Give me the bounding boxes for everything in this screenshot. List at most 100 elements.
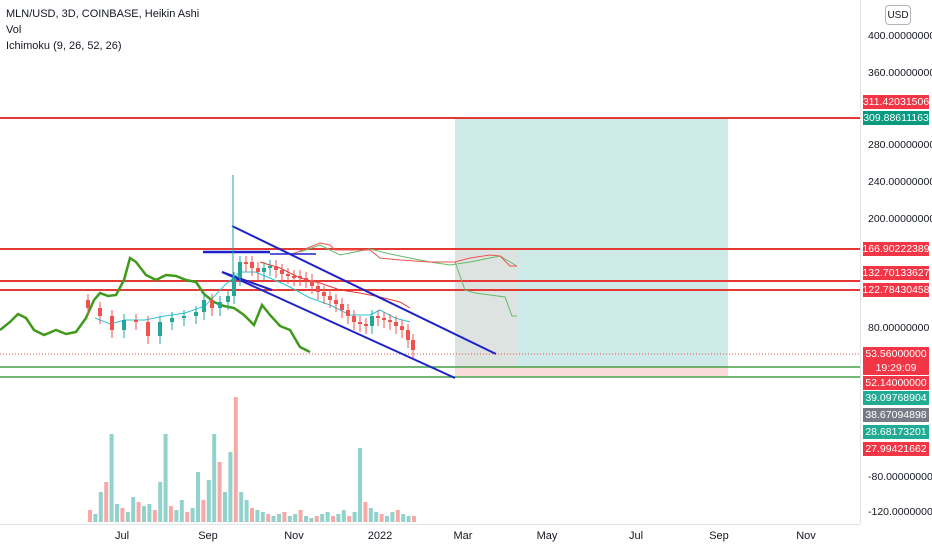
volume-bar — [125, 512, 130, 522]
price-tag-28-red: 27.99421662 — [863, 442, 929, 456]
volume-bar — [233, 397, 238, 522]
candle-body — [238, 262, 242, 278]
price-tick: 400.00000000 — [868, 30, 932, 42]
candle-body — [262, 268, 266, 272]
volume-bar — [190, 508, 195, 522]
volume-bar — [374, 512, 379, 522]
volume-bar — [352, 512, 357, 522]
volume-bar — [115, 504, 119, 522]
ichimoku-conversion-line — [94, 271, 411, 325]
volume-bar — [142, 506, 146, 522]
volume-bar — [325, 512, 330, 522]
volume-bar — [385, 516, 389, 522]
volume-bar — [379, 514, 384, 522]
volume-bar — [163, 434, 168, 522]
candle-body — [316, 286, 320, 292]
volume-bar — [131, 497, 136, 522]
time-axis[interactable] — [0, 524, 860, 551]
price-axis[interactable] — [860, 0, 932, 524]
candle-body — [110, 316, 114, 330]
price-tick: 80.00000000 — [868, 322, 930, 334]
price-tick: 280.00000000 — [868, 139, 932, 151]
volume-bar — [271, 516, 276, 522]
volume-bar — [277, 514, 281, 522]
candlestick-series — [86, 175, 415, 358]
channel-mid-segment[interactable] — [221, 271, 273, 291]
volume-bar — [169, 506, 173, 522]
time-label: Sep — [198, 530, 218, 542]
volume-bar — [304, 516, 308, 522]
candle-body — [226, 296, 230, 302]
currency-button[interactable]: USD — [885, 5, 911, 25]
symbol-legend[interactable]: MLN/USD, 3D, COINBASE, Heikin Ashi — [6, 8, 200, 20]
volume-bar — [390, 512, 395, 522]
volume-bar — [309, 518, 314, 522]
candle-body — [304, 278, 308, 280]
volume-bar — [88, 510, 92, 522]
volume-bar — [174, 510, 179, 522]
long-position-target-zone[interactable] — [455, 118, 728, 366]
volume-bar — [120, 508, 125, 522]
channel-upper-line[interactable] — [231, 225, 497, 355]
candle-body — [340, 304, 344, 310]
price-tag-28-green: 28.68173201 — [863, 425, 929, 439]
volume-bar — [406, 516, 411, 522]
chart-canvas[interactable] — [0, 0, 860, 524]
volume-bar — [217, 462, 222, 522]
volume-legend[interactable]: Vol — [6, 24, 22, 36]
candle-body — [170, 318, 174, 322]
price-tag-39: 39.09768904 — [863, 391, 929, 405]
candle-body — [334, 300, 338, 304]
volume-bar — [412, 516, 416, 522]
volume-bar — [158, 482, 163, 522]
volume-bar — [368, 508, 373, 522]
candle-body — [202, 300, 206, 312]
candle-body — [232, 278, 236, 296]
volume-bar — [244, 500, 249, 522]
candle-body — [158, 322, 162, 336]
candle-body — [406, 330, 410, 340]
volume-bar — [239, 492, 244, 522]
chart-legend: MLN/USD, 3D, COINBASE, Heikin Ashi Vol I… — [6, 6, 199, 54]
volume-bar — [201, 500, 206, 522]
volume-bar — [179, 500, 184, 522]
candle-body — [370, 316, 374, 326]
candle-body — [218, 302, 222, 308]
long-position-stop-zone[interactable] — [455, 366, 728, 376]
ichimoku-span-a-future — [454, 261, 517, 317]
volume-bar — [255, 510, 260, 522]
price-tag-166: 166.90222389 — [862, 242, 930, 256]
price-tick: 360.00000000 — [868, 67, 932, 79]
price-tag-52: 52.14000000 — [863, 376, 929, 390]
candle-body — [388, 320, 392, 322]
volume-bar — [212, 434, 217, 522]
candle-body — [310, 280, 314, 286]
ichimoku-legend[interactable]: Ichimoku (9, 26, 52, 26) — [6, 40, 122, 52]
volume-bar — [331, 516, 335, 522]
volume-bar — [395, 510, 400, 522]
volume-bar — [98, 492, 103, 522]
candle-body — [86, 300, 90, 308]
candle-body — [394, 322, 398, 326]
candle-body — [256, 268, 260, 272]
candle-body — [322, 292, 326, 296]
volume-bar — [93, 514, 98, 522]
time-label: Nov — [796, 530, 816, 542]
channel-lower-line[interactable] — [221, 271, 456, 379]
ichimoku-span-b — [289, 242, 517, 267]
volume-bar — [228, 452, 233, 522]
candle-body — [346, 310, 350, 316]
candle-body — [328, 296, 332, 300]
price-tick: 200.00000000 — [868, 213, 932, 225]
price-tag-38: 38.67094898 — [863, 408, 929, 422]
volume-bar — [147, 504, 152, 522]
volume-bar — [206, 480, 211, 522]
time-label: May — [536, 530, 558, 542]
chart-pane[interactable]: MLN/USD, 3D, COINBASE, Heikin Ashi Vol I… — [0, 0, 860, 524]
candle-body — [274, 266, 278, 270]
volume-bar — [401, 514, 406, 522]
price-tick: 240.00000000 — [868, 176, 932, 188]
price-tick: -120.00000000 — [868, 506, 932, 518]
volume-bar — [347, 516, 352, 522]
volume-bar — [358, 448, 362, 522]
